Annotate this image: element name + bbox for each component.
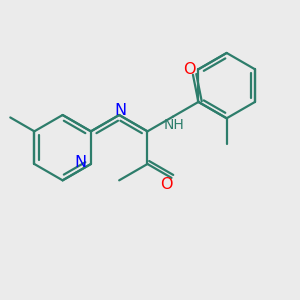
Text: O: O: [160, 177, 173, 192]
Text: N: N: [74, 155, 86, 170]
Text: N: N: [115, 103, 127, 118]
Text: O: O: [183, 61, 196, 76]
Text: NH: NH: [164, 118, 184, 132]
